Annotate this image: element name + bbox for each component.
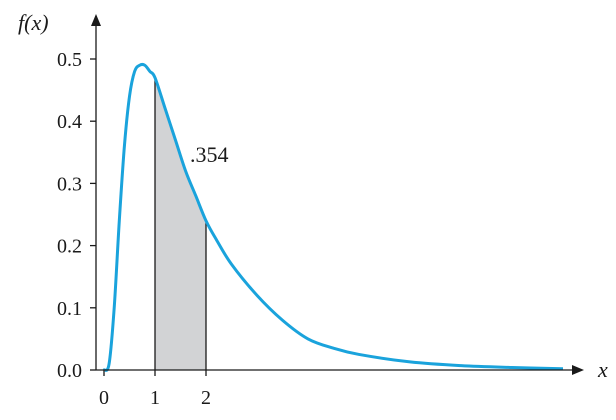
x-axis-label: x xyxy=(597,357,608,382)
y-tick-label: 0.1 xyxy=(57,298,82,320)
y-tick-label: 0.3 xyxy=(57,173,82,195)
x-tick-label: 1 xyxy=(150,387,160,409)
x-ticks: 0 1 2 xyxy=(99,370,211,409)
x-axis-arrow xyxy=(572,365,584,375)
shaded-area-label: .354 xyxy=(190,142,229,167)
y-tick-label: 0.0 xyxy=(57,360,82,382)
y-tick-label: 0.5 xyxy=(57,49,82,71)
y-axis-label: f(x) xyxy=(18,10,49,35)
x-tick-label: 0 xyxy=(99,387,109,409)
y-tick-label: 0.2 xyxy=(57,236,82,258)
density-curve xyxy=(102,62,564,372)
y-axis-arrow xyxy=(91,14,101,26)
x-tick-label: 2 xyxy=(201,387,211,409)
shaded-area xyxy=(155,77,206,370)
y-ticks: 0.0 0.1 0.2 0.3 0.4 0.5 xyxy=(57,49,96,382)
y-tick-label: 0.4 xyxy=(57,111,82,133)
